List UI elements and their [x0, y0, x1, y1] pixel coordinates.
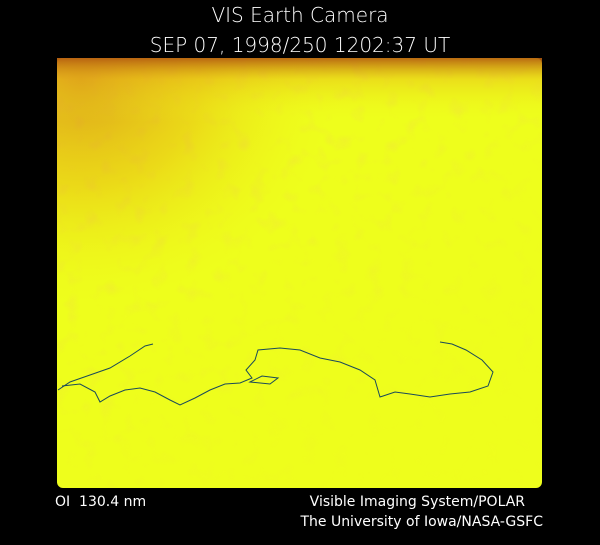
timestamp: SEP 07, 1998/250 1202:37 UT [150, 33, 450, 57]
instrument: Visible Imaging System/POLAR [310, 494, 526, 510]
coastline [57, 341, 494, 406]
title: VIS Earth Camera [211, 3, 388, 27]
edge-shading [57, 58, 542, 488]
wavelength: OI 130.4 nm [55, 494, 146, 510]
institution: The University of Iowa/NASA-GSFC [299, 514, 543, 530]
